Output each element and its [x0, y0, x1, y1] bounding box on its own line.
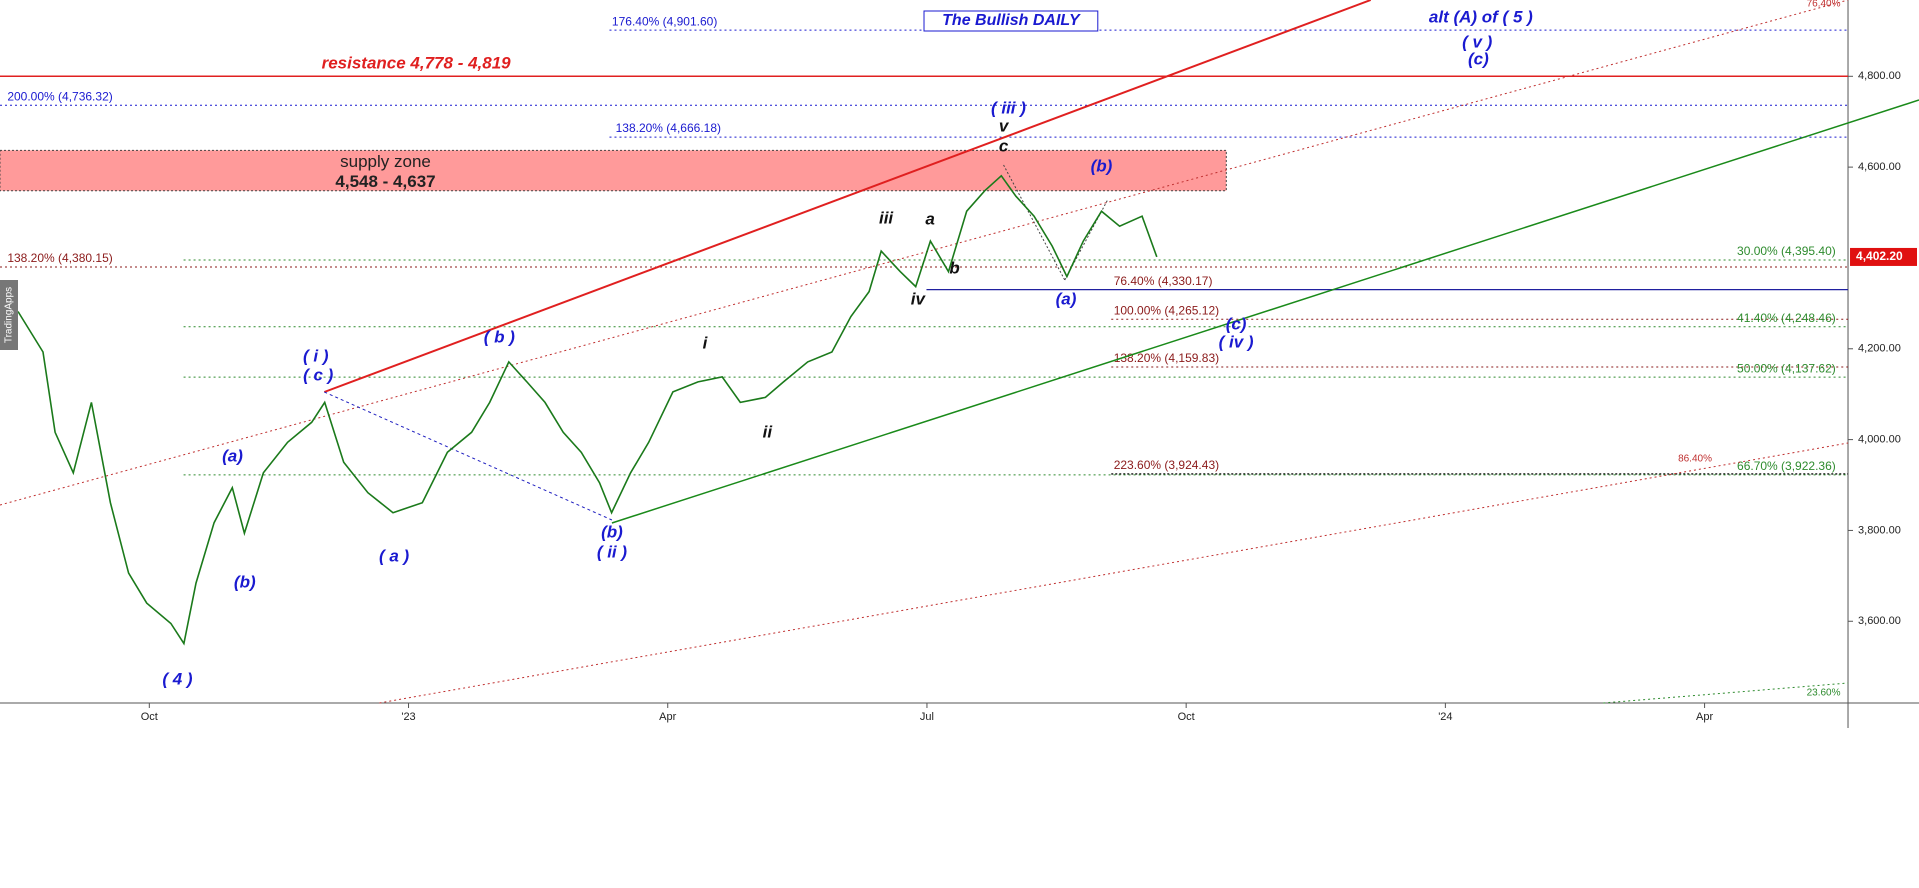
wave-label: (b): [234, 572, 256, 591]
price-line: [17, 174, 1158, 646]
wave-label: (b): [1091, 156, 1113, 175]
axis-strip: [1848, 0, 1919, 888]
fib-label: 223.60% (3,924.43): [1114, 458, 1219, 472]
fib-label: 200.00% (4,736.32): [7, 89, 112, 103]
zone-range: 4,548 - 4,637: [335, 172, 435, 191]
wave-label: 23.60%: [1807, 688, 1841, 699]
wave-label: (b): [601, 522, 623, 541]
trend-line: [611, 99, 1919, 524]
wave-label: ( v ): [1462, 32, 1493, 51]
watermark-tab: [0, 280, 18, 350]
resistance-label: resistance 4,778 - 4,819: [322, 53, 512, 72]
wave-label: a: [925, 209, 934, 228]
title-box: [923, 10, 1099, 32]
last-price-tag: [1850, 247, 1917, 266]
wave-label: alt (A) of ( 5 ): [1429, 7, 1533, 26]
wave-label: i: [703, 333, 709, 352]
wave-label: 86.40%: [1678, 454, 1712, 465]
wave-label: ( c ): [303, 365, 334, 384]
wave-label: ( b ): [484, 327, 515, 346]
wave-label: ( a ): [379, 546, 410, 565]
wave-label: ( iv ): [1219, 332, 1254, 351]
wave-label: iv: [911, 289, 927, 308]
trend-line: [1003, 164, 1066, 281]
fib-label: 138.20% (4,380.15): [7, 251, 112, 265]
x-tick-label: Apr: [1696, 711, 1713, 723]
trend-line: [0, 0, 1849, 506]
fib-label: 138.20% (4,159.83): [1114, 351, 1219, 365]
watermark: TradingApps: [4, 287, 15, 343]
last-price-label: 4,402.20: [1856, 249, 1903, 263]
y-tick-label: 3,600.00: [1858, 615, 1901, 627]
x-tick-label: '23: [401, 711, 415, 723]
fib-label: 66.70% (3,922.36): [1737, 459, 1836, 473]
x-tick-label: Oct: [141, 711, 158, 723]
wave-label: iii: [879, 208, 894, 227]
wave-label: c: [999, 136, 1009, 155]
fib-label: 76.40% (4,330.17): [1114, 274, 1213, 288]
zone-label: supply zone: [340, 152, 431, 171]
wave-label: ( 4 ): [162, 669, 193, 688]
trend-line: [323, 0, 1372, 393]
wave-label: v: [999, 116, 1010, 135]
wave-label: ( i ): [303, 346, 329, 365]
wave-label: (a): [222, 446, 243, 465]
chart-title: The Bullish DAILY: [942, 12, 1081, 29]
y-tick-label: 4,800.00: [1858, 70, 1901, 82]
fib-label: 50.00% (4,137.62): [1737, 361, 1836, 375]
wave-label: (c): [1226, 314, 1247, 333]
supply-zone: [0, 149, 1227, 192]
wave-label: ( ii ): [597, 542, 628, 561]
fib-label: 41.40% (4,248.46): [1737, 311, 1836, 325]
x-tick-label: Jul: [920, 711, 934, 723]
trend-line: [1603, 682, 1849, 704]
x-tick-label: Apr: [659, 711, 676, 723]
fib-label: 100.00% (4,265.12): [1114, 303, 1219, 317]
wave-label: (c): [1468, 49, 1489, 68]
x-tick-label: Oct: [1178, 711, 1195, 723]
y-tick-label: 3,800.00: [1858, 524, 1901, 536]
wave-label: ii: [763, 422, 774, 441]
trend-line: [379, 442, 1849, 704]
trend-line: [1064, 199, 1109, 281]
wave-label: b: [949, 258, 959, 277]
wave-label: 76.40%: [1807, 0, 1841, 10]
fib-label: 138.20% (4,666.18): [616, 121, 721, 135]
wave-label: (a): [1056, 289, 1077, 308]
fib-label: 176.40% (4,901.60): [612, 14, 717, 28]
trend-line: [324, 391, 613, 521]
y-tick-label: 4,200.00: [1858, 343, 1901, 355]
fib-label: 30.00% (4,395.40): [1737, 244, 1836, 258]
y-tick-label: 4,600.00: [1858, 161, 1901, 173]
wave-label: ( iii ): [991, 98, 1026, 117]
x-tick-label: '24: [1438, 711, 1452, 723]
y-tick-label: 4,000.00: [1858, 434, 1901, 446]
